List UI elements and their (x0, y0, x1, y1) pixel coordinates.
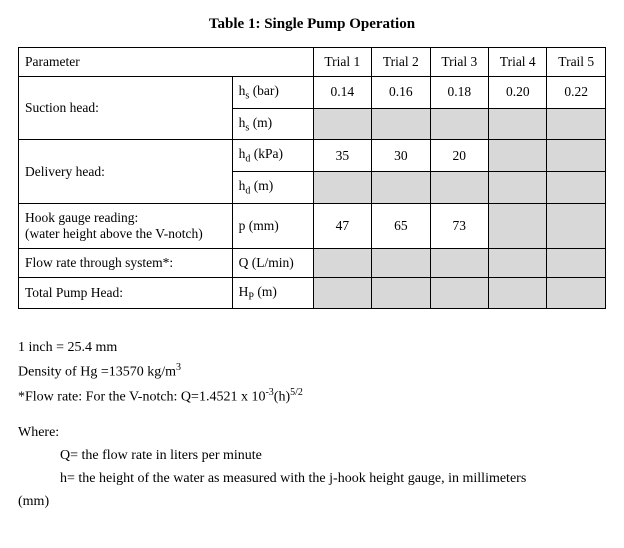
cell-empty (372, 172, 430, 204)
cell: 30 (372, 140, 430, 172)
cell-empty (313, 108, 371, 140)
col-trial3: Trial 3 (430, 48, 488, 77)
note-density: Density of Hg =13570 kg/m3 (18, 360, 606, 383)
where-h: h= the height of the water as measured w… (18, 468, 606, 489)
hs-bar-symbol: hs (bar) (232, 77, 313, 109)
sym-unit: (kPa) (250, 146, 283, 161)
suction-head-label: Suction head: (19, 77, 233, 140)
sym-unit: (m) (249, 115, 272, 130)
cell-empty (313, 172, 371, 204)
cell-empty (313, 248, 371, 277)
cell-empty (489, 108, 547, 140)
table-row: Suction head: hs (bar) 0.14 0.16 0.18 0.… (19, 77, 606, 109)
total-pump-head-label: Total Pump Head: (19, 277, 233, 309)
note-sup: 5/2 (290, 387, 303, 398)
notes-block: 1 inch = 25.4 mm Density of Hg =13570 kg… (18, 337, 606, 511)
note-text: Density of Hg =13570 kg/m (18, 365, 176, 380)
hd-m-symbol: hd (m) (232, 172, 313, 204)
sym-unit: (m) (250, 178, 273, 193)
cell: 0.14 (313, 77, 371, 109)
note-sup: 3 (176, 362, 181, 373)
hp-symbol: HP (m) (232, 277, 313, 309)
col-trial1: Trial 1 (313, 48, 371, 77)
note-text: (h) (274, 390, 290, 405)
data-table: Parameter Trial 1 Trial 2 Trial 3 Trial … (18, 47, 606, 309)
q-symbol: Q (L/min) (232, 248, 313, 277)
sym-text: H (239, 284, 249, 299)
cell: 0.18 (430, 77, 488, 109)
where-mm: (mm) (18, 491, 606, 512)
cell-empty (547, 248, 606, 277)
table-title: Table 1: Single Pump Operation (18, 16, 606, 33)
cell-empty (547, 172, 606, 204)
hook-line1: Hook gauge reading: (25, 210, 138, 225)
col-parameter: Parameter (19, 48, 314, 77)
cell-empty (430, 248, 488, 277)
flow-rate-label: Flow rate through system*: (19, 248, 233, 277)
cell: 0.16 (372, 77, 430, 109)
cell: 73 (430, 203, 488, 248)
cell: 0.20 (489, 77, 547, 109)
col-trial4: Trial 4 (489, 48, 547, 77)
where-label: Where: (18, 422, 606, 443)
cell: 65 (372, 203, 430, 248)
table-row: Hook gauge reading: (water height above … (19, 203, 606, 248)
table-row: Total Pump Head: HP (m) (19, 277, 606, 309)
col-trial2: Trial 2 (372, 48, 430, 77)
cell-empty (489, 248, 547, 277)
cell: 47 (313, 203, 371, 248)
where-q: Q= the flow rate in liters per minute (18, 445, 606, 466)
table-row: Delivery head: hd (kPa) 35 30 20 (19, 140, 606, 172)
cell-empty (547, 140, 606, 172)
note-sup: -3 (265, 387, 273, 398)
cell-empty (372, 248, 430, 277)
cell-empty (489, 277, 547, 309)
cell-empty (430, 277, 488, 309)
cell-empty (430, 172, 488, 204)
table-row: Flow rate through system*: Q (L/min) (19, 248, 606, 277)
cell-empty (372, 108, 430, 140)
cell-empty (489, 140, 547, 172)
cell-empty (430, 108, 488, 140)
note-flowrate: *Flow rate: For the V-notch: Q=1.4521 x … (18, 385, 606, 408)
col-trail5: Trail 5 (547, 48, 606, 77)
cell-empty (547, 277, 606, 309)
hook-line2: (water height above the V-notch) (25, 226, 203, 241)
delivery-head-label: Delivery head: (19, 140, 233, 203)
note-inch: 1 inch = 25.4 mm (18, 337, 606, 358)
cell-empty (489, 203, 547, 248)
hook-gauge-label: Hook gauge reading: (water height above … (19, 203, 233, 248)
cell-empty (547, 203, 606, 248)
note-text: *Flow rate: For the V-notch: Q=1.4521 x … (18, 390, 265, 405)
cell: 35 (313, 140, 371, 172)
header-row: Parameter Trial 1 Trial 2 Trial 3 Trial … (19, 48, 606, 77)
cell-empty (489, 172, 547, 204)
cell: 0.22 (547, 77, 606, 109)
cell: 20 (430, 140, 488, 172)
hd-kpa-symbol: hd (kPa) (232, 140, 313, 172)
cell-empty (547, 108, 606, 140)
cell-empty (313, 277, 371, 309)
sym-unit: (m) (254, 284, 277, 299)
hs-m-symbol: hs (m) (232, 108, 313, 140)
sym-unit: (bar) (249, 83, 279, 98)
cell-empty (372, 277, 430, 309)
p-symbol: p (mm) (232, 203, 313, 248)
